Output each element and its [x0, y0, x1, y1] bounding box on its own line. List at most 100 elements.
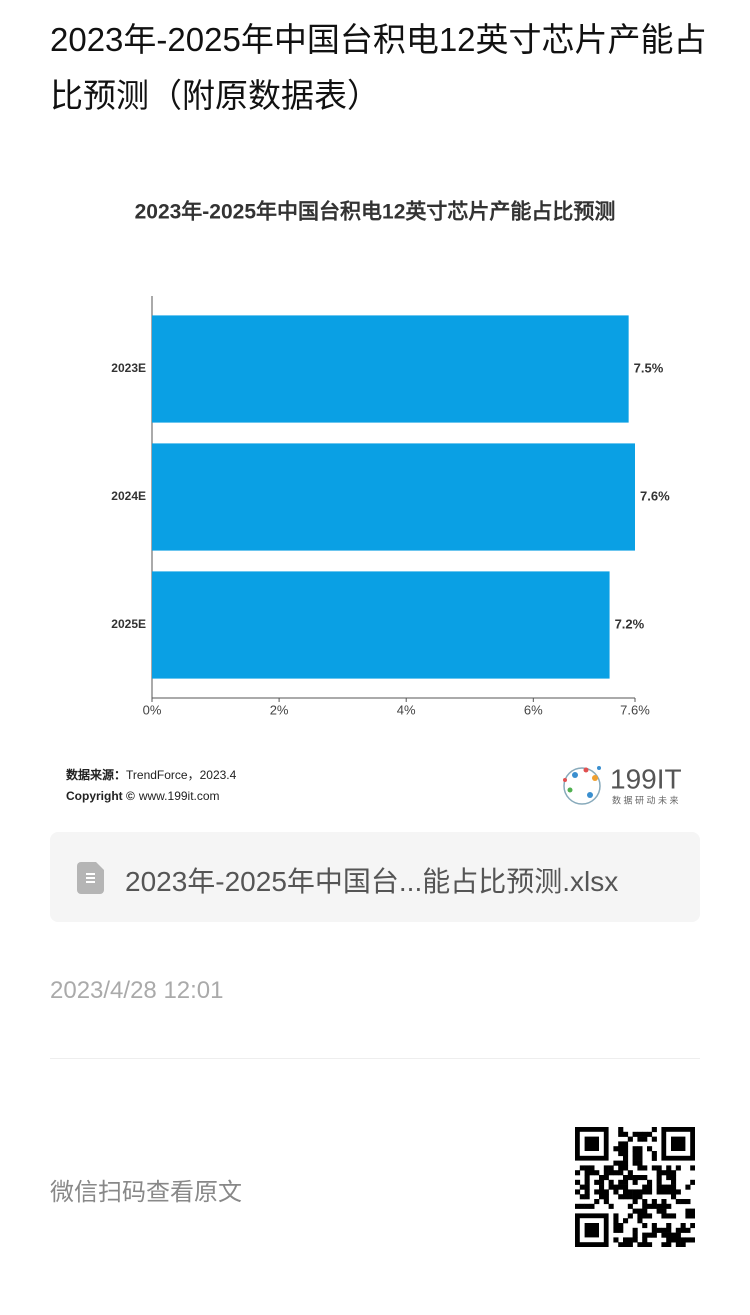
qr-module	[647, 1242, 653, 1247]
qr-module	[575, 1203, 581, 1209]
qr-module	[575, 1170, 581, 1176]
qr-module	[647, 1184, 653, 1190]
qr-module	[632, 1194, 638, 1200]
qr-module	[685, 1199, 691, 1205]
qr-module	[627, 1242, 633, 1247]
qr-module	[675, 1232, 681, 1238]
qr-module	[642, 1189, 648, 1195]
qr-module	[661, 1208, 667, 1214]
divider	[50, 1058, 700, 1059]
qr-module	[589, 1203, 595, 1209]
qr-module	[642, 1208, 648, 1214]
qr-module	[666, 1203, 672, 1209]
chart-title: 2023年-2025年中国台积电12英寸芯片产能占比预测	[135, 200, 616, 224]
qr-module	[618, 1131, 624, 1137]
qr-module	[608, 1165, 614, 1171]
qr-module	[661, 1184, 667, 1190]
qr-module	[594, 1179, 600, 1185]
qr-finder	[584, 1136, 599, 1151]
qr-module	[618, 1127, 624, 1133]
article-title: 2023年-2025年中国台积电12英寸芯片产能占比预测（附原数据表）	[50, 21, 707, 114]
qr-module	[666, 1165, 672, 1171]
qr-module	[632, 1146, 638, 1152]
qr-module	[584, 1175, 590, 1181]
qr-module	[632, 1232, 638, 1238]
qr-module	[603, 1189, 609, 1195]
qr-module	[651, 1223, 657, 1229]
chart: 2023年-2025年中国台积电12英寸芯片产能占比预测 数据来源：TrendF…	[66, 200, 682, 806]
qr-module	[690, 1208, 695, 1214]
qr-finder	[671, 1136, 686, 1151]
qr-module	[579, 1184, 585, 1190]
qr-module	[685, 1237, 691, 1243]
qr-module	[613, 1227, 619, 1233]
qr-module	[618, 1194, 624, 1200]
qr-module	[651, 1203, 657, 1209]
qr-module	[651, 1165, 657, 1171]
qr-module	[637, 1160, 643, 1166]
qr-module	[632, 1237, 638, 1243]
qr-module	[618, 1141, 624, 1147]
qr-module	[632, 1175, 638, 1181]
qr-module	[666, 1227, 672, 1233]
qr-module	[627, 1203, 633, 1209]
qr-code[interactable]	[575, 1127, 695, 1247]
qr-module	[656, 1189, 662, 1195]
qr-module	[671, 1179, 677, 1185]
attachment-card[interactable]: 2023年-2025年中国台...能占比预测.xlsx	[50, 832, 700, 922]
qr-module	[637, 1242, 643, 1247]
qr-module	[632, 1208, 638, 1214]
qr-module	[623, 1131, 629, 1137]
qr-module	[613, 1189, 619, 1195]
qr-module	[627, 1213, 633, 1219]
qr-module	[680, 1237, 686, 1243]
qr-module	[642, 1213, 648, 1219]
qr-module	[642, 1237, 648, 1243]
qr-module	[690, 1223, 695, 1229]
qr-module	[632, 1160, 638, 1166]
qr-module	[680, 1223, 686, 1229]
qr-module	[651, 1155, 657, 1161]
qr-module	[584, 1170, 590, 1176]
qr-module	[623, 1194, 629, 1200]
qr-module	[666, 1223, 672, 1229]
x-tick-label: 7.6%	[620, 702, 650, 717]
x-tick-label: 4%	[397, 702, 416, 717]
source: 数据来源：TrendForce，2023.4	[66, 767, 237, 782]
qr-module	[671, 1213, 677, 1219]
qr-module	[603, 1165, 609, 1171]
logo-slogan: 数 据 研 动 未 来	[612, 794, 679, 805]
logo-name: 199IT	[610, 763, 682, 794]
qr-module	[680, 1227, 686, 1233]
qr-module	[690, 1179, 695, 1185]
qr-module	[656, 1227, 662, 1233]
bar	[152, 571, 610, 679]
qr-module	[642, 1184, 648, 1190]
qr-module	[613, 1160, 619, 1166]
qr-module	[642, 1232, 648, 1238]
qr-module	[637, 1131, 643, 1137]
bar	[152, 315, 629, 423]
qr-module	[651, 1227, 657, 1233]
qr-module	[608, 1203, 614, 1209]
qr-module	[623, 1237, 629, 1243]
qr-module	[584, 1194, 590, 1200]
qr-module	[671, 1232, 677, 1238]
qr-module	[613, 1146, 619, 1152]
x-tick-label: 2%	[270, 702, 289, 717]
qr-module	[675, 1189, 681, 1195]
qr-module	[627, 1194, 633, 1200]
qr-module	[632, 1131, 638, 1137]
qr-module	[618, 1223, 624, 1229]
qr-module	[661, 1199, 667, 1205]
qr-module	[642, 1175, 648, 1181]
qr-module	[647, 1131, 653, 1137]
qr-module	[575, 1189, 581, 1195]
x-tick-label: 6%	[524, 702, 543, 717]
qr-module	[608, 1179, 614, 1185]
qr-module	[618, 1184, 624, 1190]
qr-module	[666, 1189, 672, 1195]
y-tick-label: 2025E	[111, 617, 146, 631]
qr-module	[618, 1151, 624, 1157]
qr-module	[661, 1170, 667, 1176]
